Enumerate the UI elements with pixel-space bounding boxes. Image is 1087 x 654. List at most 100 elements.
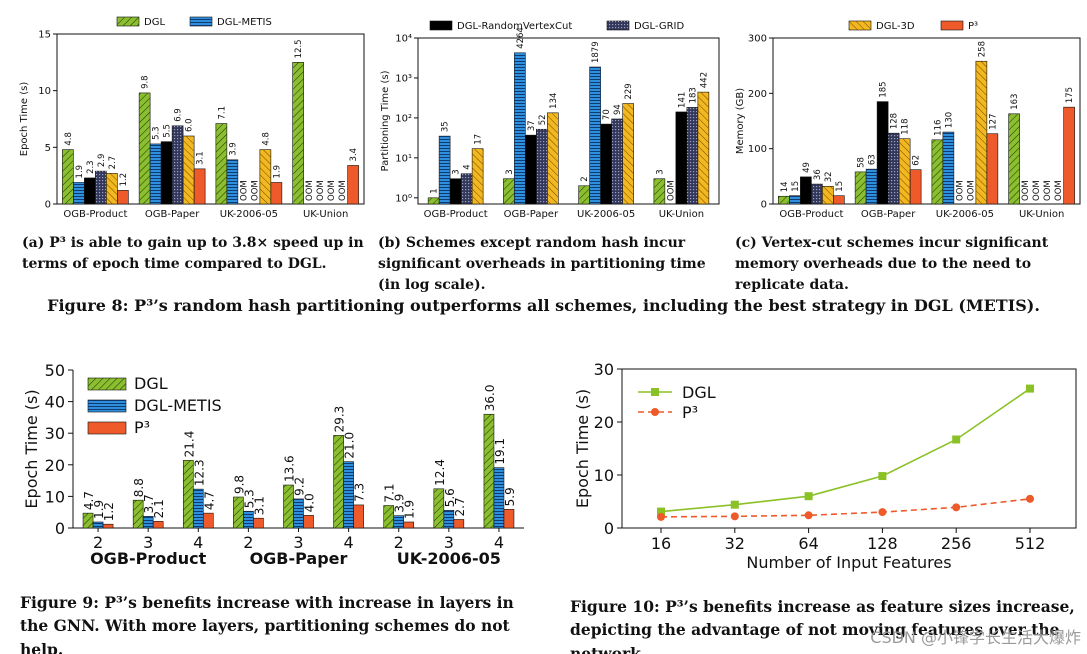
bar-hatch-dgl [183, 460, 194, 528]
legend-swatch-random-vertex-cut [429, 20, 453, 31]
bar-hatch-dgl [653, 178, 665, 204]
value-label: 128 [890, 113, 900, 129]
data-point-p3 [1026, 494, 1034, 503]
y-tick-label: 50 [45, 361, 65, 380]
bar-p3 [347, 165, 359, 205]
data-point-dgl [1026, 384, 1034, 393]
bar-hatch-dgl [133, 500, 144, 528]
value-label: 3.1 [196, 151, 206, 165]
legend-label: DGL-RandomVertexCut [457, 21, 572, 32]
bar-p3 [152, 521, 164, 529]
y-tick-label: 10⁰ [395, 193, 412, 204]
bar-hatch-metis [226, 159, 238, 204]
value-label: 118 [901, 118, 911, 134]
value-label: 21.4 [182, 431, 196, 458]
y-tick-label: 10⁴ [395, 34, 412, 45]
bar-p3 [353, 504, 364, 529]
legend-marker-p3 [651, 408, 659, 416]
value-label: 4.8 [261, 132, 271, 146]
legend-label: P³ [682, 403, 698, 422]
value-label: 15 [791, 181, 801, 192]
x-tick-label: 16 [651, 534, 671, 553]
bar-hatch-dgl [233, 497, 244, 528]
series-line-dgl [660, 387, 1031, 513]
value-label: 17 [474, 134, 484, 145]
oom-label: OOM [666, 180, 676, 201]
value-label: 175 [1065, 87, 1075, 103]
group-label: OGB-Product [90, 549, 207, 568]
value-label: 1.9 [403, 500, 417, 519]
bar-hatch-dgl [503, 178, 515, 204]
x-tick-label: 4 [494, 533, 504, 552]
bar-p3 [202, 512, 214, 529]
value-label: 62 [912, 155, 922, 166]
data-point-p3 [657, 512, 665, 521]
y-tick-label: 10 [45, 487, 65, 506]
oom-label: OOM [327, 180, 337, 201]
value-label: 116 [933, 120, 943, 136]
value-label: 2 [580, 176, 590, 181]
value-label: 1.9 [92, 500, 106, 519]
x-tick-label: OGB-Product [424, 209, 488, 220]
x-tick-label: 512 [1015, 534, 1046, 553]
bar-hatch-dgl [433, 488, 444, 528]
data-point-dgl [657, 507, 665, 516]
bar-hatch-dgl-3d [547, 112, 559, 204]
value-label: 127 [988, 113, 998, 129]
value-label: 3.4 [349, 148, 359, 162]
data-point-p3 [730, 512, 739, 521]
bar-p3 [253, 517, 264, 529]
value-label: 9.2 [293, 477, 307, 496]
value-label: 229 [624, 83, 634, 99]
oom-label: OOM [1054, 180, 1064, 201]
bar-p3 [453, 519, 465, 529]
value-label: 9.8 [141, 75, 151, 89]
value-label: 7.1 [217, 106, 227, 120]
bar-hatch-metis [193, 489, 204, 528]
bar-p3 [986, 133, 999, 205]
bar-p3 [503, 509, 515, 529]
x-tick-label: 128 [867, 534, 898, 553]
y-axis-label: Epoch Time (s) [19, 82, 30, 157]
value-label: 63 [868, 154, 878, 165]
bar-hatch-dgl [483, 414, 494, 528]
value-label: 185 [879, 81, 889, 97]
series-line-p3 [660, 498, 1031, 518]
bar-random-vertex-cut [800, 176, 812, 205]
legend-swatch-hatch-grid [607, 21, 629, 30]
data-point-dgl [952, 435, 961, 444]
y-tick-label: 100 [748, 144, 767, 155]
value-label: 1 [430, 188, 440, 193]
y-tick-label: 0 [45, 200, 51, 211]
bar-hatch-dgl [428, 197, 440, 204]
data-point-p3 [804, 511, 813, 520]
data-point-dgl [878, 472, 887, 481]
x-tick-label: UK-2006-05 [936, 209, 994, 220]
value-label: 5.3 [152, 126, 162, 140]
oom-label: OOM [966, 180, 976, 201]
group-label: UK-2006-05 [397, 549, 501, 568]
bar-hatch-grid [611, 118, 623, 204]
value-label: 21.0 [343, 432, 357, 459]
group-label: OGB-Paper [250, 549, 348, 568]
value-label: 1.2 [119, 173, 129, 187]
value-label: 70 [602, 109, 612, 120]
oom-label: OOM [1043, 180, 1053, 201]
value-label: 4264 [516, 27, 526, 49]
value-label: 36 [813, 169, 823, 180]
bar-hatch-metis [243, 511, 254, 528]
value-label: 5.6 [443, 488, 457, 507]
x-tick-label: 2 [93, 533, 103, 552]
y-tick-label: 0 [604, 519, 614, 538]
data-point-p3 [952, 503, 961, 512]
plot-frame [56, 33, 365, 205]
bar-random-vertex-cut [84, 177, 96, 205]
bar-hatch-grid [172, 125, 184, 204]
value-label: 2.3 [86, 160, 96, 174]
bar-hatch-metis [789, 195, 801, 204]
bar-hatch-metis [866, 169, 878, 204]
data-point-dgl [804, 492, 813, 501]
